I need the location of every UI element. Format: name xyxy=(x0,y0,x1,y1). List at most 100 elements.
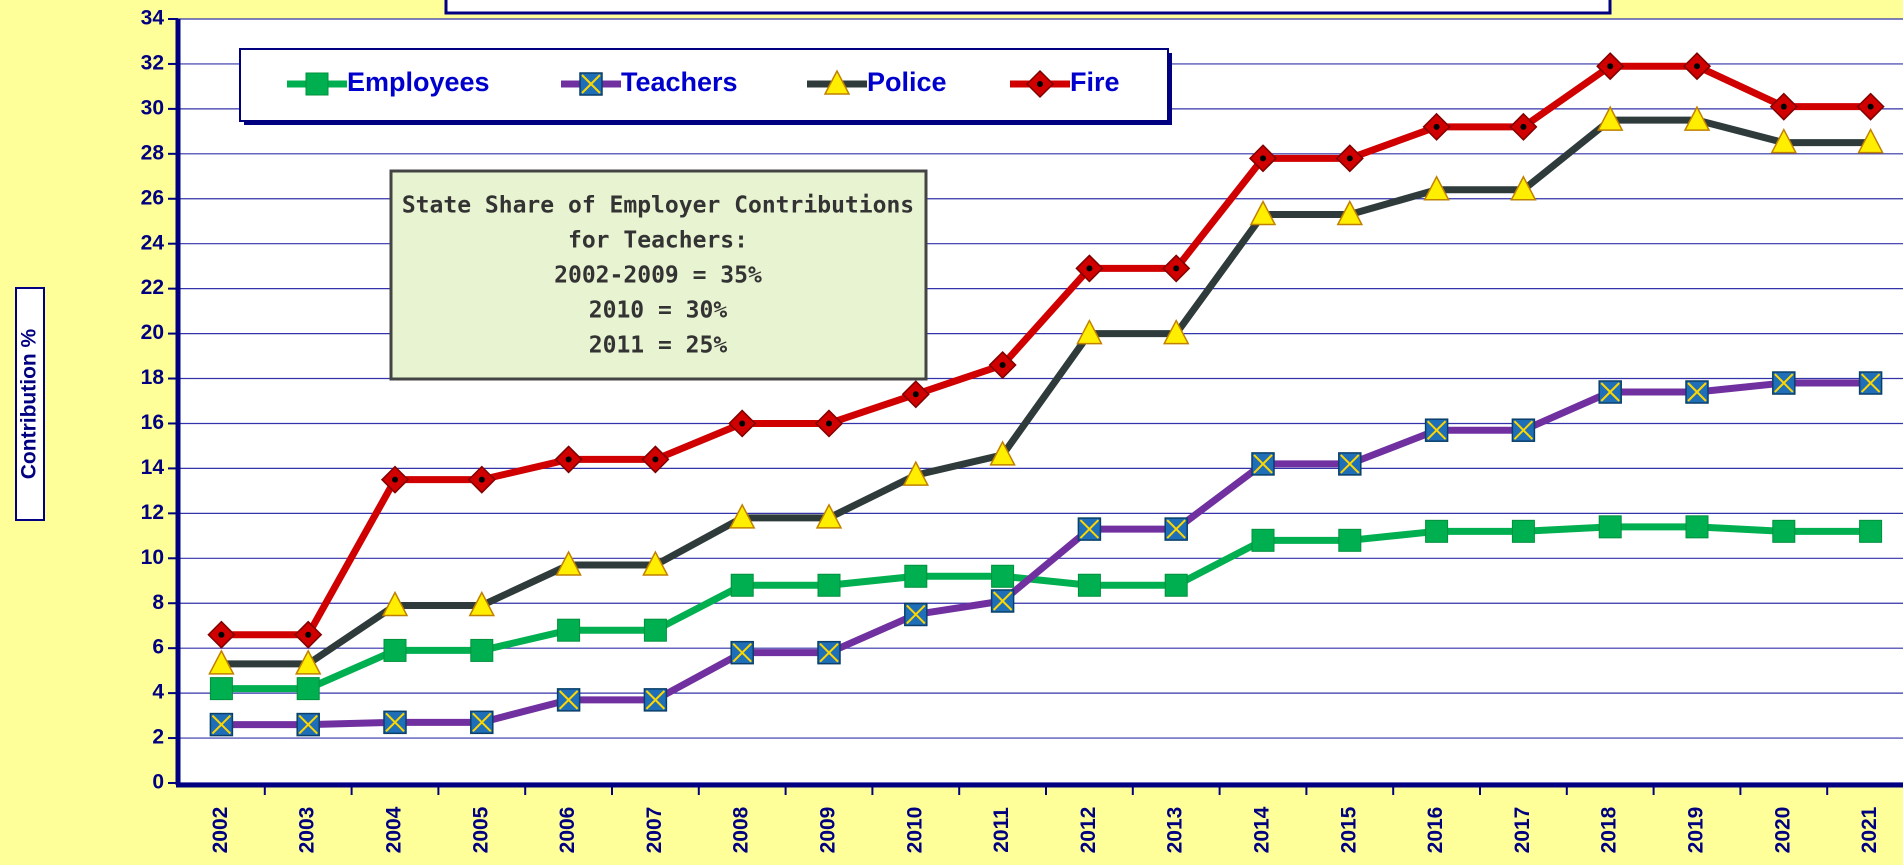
legend-label: Employees xyxy=(347,67,490,97)
legend-label: Police xyxy=(867,67,947,97)
x-tick-label: 2021 xyxy=(1858,806,1881,853)
marker xyxy=(904,564,928,588)
marker xyxy=(730,640,754,665)
annotation-line: 2011 = 25% xyxy=(589,333,728,359)
series-line xyxy=(221,523,1871,693)
y-tick-label: 12 xyxy=(141,501,164,524)
marker xyxy=(1425,519,1449,543)
marker xyxy=(1772,371,1796,395)
series-lines xyxy=(207,52,1885,737)
marker-dot xyxy=(1694,63,1700,70)
marker-dot xyxy=(826,420,832,427)
marker xyxy=(305,72,329,96)
marker xyxy=(1338,452,1362,476)
marker xyxy=(817,573,841,597)
marker xyxy=(296,712,320,737)
marker-dot xyxy=(392,476,398,483)
marker xyxy=(209,712,234,737)
marker xyxy=(641,445,670,474)
series-line xyxy=(221,116,1871,668)
marker-cross xyxy=(1513,420,1534,440)
x-tick-label: 2006 xyxy=(556,807,579,854)
marker-cross xyxy=(819,642,839,663)
marker xyxy=(579,72,603,96)
marker xyxy=(728,503,756,529)
annotation-line: 2002-2009 = 35% xyxy=(554,263,762,289)
marker xyxy=(1164,517,1188,541)
marker xyxy=(1076,318,1103,345)
marker-cross xyxy=(1253,454,1273,474)
x-tick-label: 2011 xyxy=(990,807,1013,853)
marker xyxy=(1859,519,1883,543)
marker xyxy=(1682,52,1712,81)
marker xyxy=(901,380,930,409)
marker xyxy=(1251,528,1275,552)
marker-cross xyxy=(1600,382,1620,402)
marker xyxy=(557,618,581,642)
marker-dot xyxy=(478,476,485,483)
marker xyxy=(207,620,236,649)
marker xyxy=(1338,528,1362,552)
marker-cross xyxy=(1340,454,1360,474)
y-tick-label: 2 xyxy=(152,726,164,749)
marker-dot xyxy=(565,456,572,463)
y-tick-label: 14 xyxy=(141,456,165,479)
marker-dot xyxy=(1520,123,1527,130)
y-tick-label: 26 xyxy=(141,186,164,209)
marker-dot xyxy=(218,631,225,638)
legend-label: Fire xyxy=(1070,67,1120,97)
marker-dot xyxy=(652,456,659,463)
marker xyxy=(988,350,1017,380)
y-tick-label: 20 xyxy=(141,321,164,344)
annotation-box xyxy=(389,169,928,381)
marker xyxy=(296,677,320,701)
annotation-line: 2010 = 30% xyxy=(589,298,728,324)
x-tick-label: 2018 xyxy=(1598,806,1621,853)
marker xyxy=(814,409,844,438)
x-tick-label: 2019 xyxy=(1685,807,1708,854)
marker-dot xyxy=(912,391,919,398)
marker xyxy=(1077,517,1102,541)
y-tick-label: 4 xyxy=(152,681,164,704)
x-tick-label: 2003 xyxy=(296,807,319,854)
marker xyxy=(380,465,410,494)
y-axis-label: Contribution % xyxy=(18,328,41,479)
marker xyxy=(904,602,928,627)
marker-dot xyxy=(999,362,1006,369)
y-tick-label: 16 xyxy=(141,411,164,434)
marker xyxy=(823,69,851,95)
x-tick-label: 2009 xyxy=(817,807,840,854)
x-tick-label: 2007 xyxy=(643,807,666,854)
marker-cross xyxy=(1426,420,1447,440)
y-tick-label: 34 xyxy=(141,7,165,30)
marker xyxy=(470,638,494,662)
marker-dot xyxy=(1037,81,1043,87)
marker xyxy=(294,649,322,675)
marker xyxy=(1596,52,1625,81)
marker xyxy=(1509,112,1538,141)
marker xyxy=(643,618,667,642)
marker-cross xyxy=(1079,519,1100,539)
marker-cross xyxy=(211,714,232,735)
marker xyxy=(728,409,757,438)
marker xyxy=(294,620,323,649)
x-tick-label: 2015 xyxy=(1337,806,1360,853)
marker-cross xyxy=(732,642,752,663)
x-tick-label: 2005 xyxy=(469,806,492,853)
marker xyxy=(1335,144,1364,173)
marker xyxy=(1858,371,1883,395)
marker xyxy=(1249,199,1277,226)
marker-dot xyxy=(1260,155,1266,162)
marker-dot xyxy=(1607,63,1614,70)
marker-cross xyxy=(645,690,666,710)
title-box xyxy=(444,0,1612,15)
marker xyxy=(467,465,496,494)
marker-cross xyxy=(581,74,601,94)
x-tick-label: 2002 xyxy=(209,807,232,854)
marker-dot xyxy=(1346,155,1353,162)
marker-cross xyxy=(1166,519,1186,539)
marker xyxy=(815,503,843,529)
marker xyxy=(1598,380,1622,404)
x-tick-label: 2004 xyxy=(383,806,406,853)
marker xyxy=(1162,318,1190,345)
